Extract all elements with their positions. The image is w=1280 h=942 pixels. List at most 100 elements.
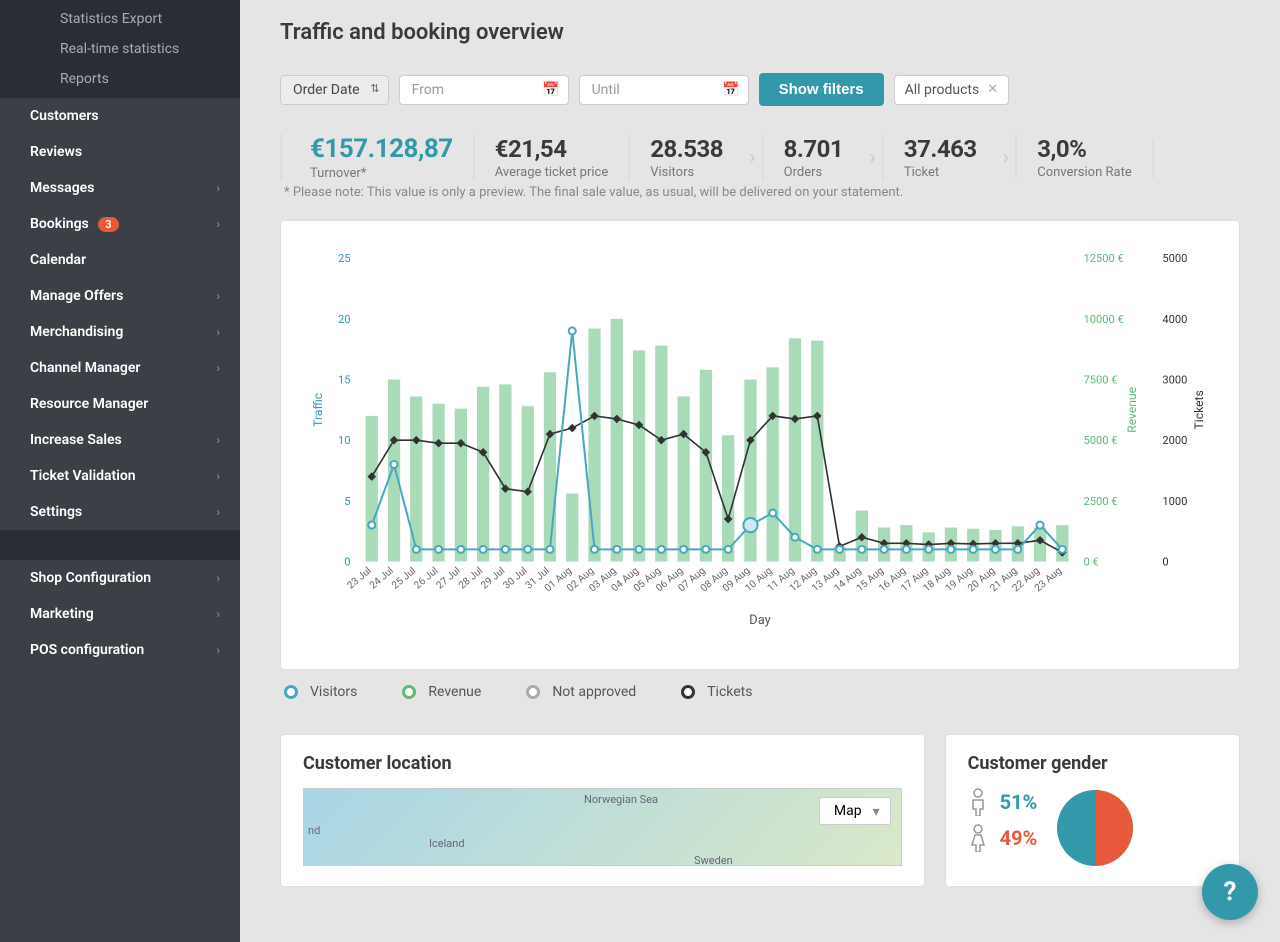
kpi-turnover-label: Turnover* [310, 166, 453, 181]
date-from-placeholder: From [412, 82, 444, 98]
legend-tickets-icon [681, 685, 695, 699]
gender-female-row: 49% [968, 824, 1038, 852]
legend-visitors[interactable]: Visitors [284, 684, 357, 700]
sidebar-item-label: Manage Offers [30, 288, 123, 304]
close-icon[interactable]: ✕ [987, 82, 998, 97]
sidebar-item-label: Settings [30, 504, 82, 520]
sidebar-item-label: Channel Manager [30, 360, 140, 376]
sidebar-item-calendar[interactable]: Calendar [0, 242, 240, 278]
date-until-input[interactable]: Until 📅 [579, 75, 749, 105]
legend-visitors-label: Visitors [310, 684, 357, 700]
chevron-right-icon: › [216, 643, 220, 657]
kpi-orders: 8.701 Orders [762, 135, 864, 180]
chart-x-label: Day [305, 613, 1215, 628]
product-filter-label: All products [905, 82, 980, 98]
gender-female-pct: 49% [1000, 826, 1038, 850]
sidebar-sub-stats-export[interactable]: Statistics Export [0, 4, 240, 34]
kpi-conv-label: Conversion Rate [1037, 165, 1132, 180]
female-icon [968, 824, 988, 852]
map-type-select[interactable]: Map [819, 797, 891, 825]
sidebar-item-pos-configuration[interactable]: POS configuration› [0, 632, 240, 668]
sidebar-item-ticket-validation[interactable]: Ticket Validation› [0, 458, 240, 494]
sidebar-item-label: Merchandising [30, 324, 123, 340]
date-type-select[interactable]: Order Date [280, 75, 389, 105]
sidebar-item-shop-configuration[interactable]: Shop Configuration › [0, 560, 240, 596]
map[interactable]: Norwegian SeaIcelandndSweden Map [303, 788, 902, 866]
svg-text:10000 €: 10000 € [1084, 313, 1124, 326]
svg-text:7500 €: 7500 € [1084, 374, 1118, 387]
page-title: Traffic and booking overview [280, 20, 1240, 45]
chevron-right-icon: › [216, 469, 220, 483]
svg-text:2000: 2000 [1162, 434, 1187, 447]
chart-legend: Visitors Revenue Not approved Tickets [280, 684, 1240, 700]
svg-text:5000 €: 5000 € [1084, 434, 1118, 447]
calendar-icon: 📅 [542, 82, 559, 98]
svg-text:30 Jul: 30 Jul [501, 565, 529, 591]
svg-text:12500 €: 12500 € [1084, 252, 1124, 265]
chevron-right-icon: › [216, 571, 220, 585]
calendar-icon: 📅 [722, 82, 739, 98]
kpi-orders-label: Orders [784, 165, 844, 180]
chevron-right-icon: › [216, 607, 220, 621]
customer-gender-card: Customer gender 51% 49% [945, 734, 1240, 887]
map-label: Sweden [694, 854, 733, 866]
sidebar-item-merchandising[interactable]: Merchandising› [0, 314, 240, 350]
location-title: Customer location [303, 753, 902, 774]
sidebar-item-increase-sales[interactable]: Increase Sales› [0, 422, 240, 458]
svg-text:1000: 1000 [1162, 495, 1187, 508]
customer-location-card: Customer location Norwegian SeaIcelandnd… [280, 734, 925, 887]
kpi-visitors-value: 28.538 [650, 135, 723, 163]
kpi-visitors-label: Visitors [650, 165, 723, 180]
sidebar-item-bookings[interactable]: Bookings 3 › [0, 206, 240, 242]
legend-revenue[interactable]: Revenue [402, 684, 481, 700]
help-button[interactable]: ? [1202, 864, 1258, 920]
sidebar-item-marketing[interactable]: Marketing› [0, 596, 240, 632]
kpi-conv-value: 3,0% [1037, 135, 1132, 163]
kpi-turnover: €157.128,87 Turnover* [280, 134, 473, 181]
chevron-right-icon: › [216, 289, 220, 303]
svg-text:3000: 3000 [1162, 374, 1187, 387]
legend-revenue-label: Revenue [428, 684, 481, 700]
legend-revenue-icon [402, 685, 416, 699]
filter-row: Order Date From 📅 Until 📅 Show filters A… [280, 73, 1240, 106]
sidebar-sub-realtime[interactable]: Real-time statistics [0, 34, 240, 64]
kpi-avg-label: Average ticket price [495, 165, 609, 180]
show-filters-button[interactable]: Show filters [759, 73, 884, 106]
product-filter-tag[interactable]: All products ✕ [894, 75, 1010, 105]
map-label: Iceland [429, 837, 465, 850]
chevron-right-icon: › [997, 145, 1016, 170]
date-until-placeholder: Until [592, 82, 620, 98]
sidebar-item-settings[interactable]: Settings› [0, 494, 240, 530]
sidebar-item-reviews[interactable]: Reviews [0, 134, 240, 170]
kpi-note: * Please note: This value is only a prev… [280, 185, 1240, 200]
svg-text:Traffic: Traffic [311, 393, 325, 427]
sidebar-item-customers[interactable]: Customers [0, 98, 240, 134]
chevron-right-icon: › [216, 217, 220, 231]
svg-text:29 Jul: 29 Jul [479, 565, 507, 591]
gender-male-row: 51% [968, 788, 1038, 816]
gender-pie [1055, 788, 1135, 868]
svg-text:0 €: 0 € [1084, 556, 1099, 569]
svg-text:15: 15 [338, 374, 351, 387]
svg-text:0: 0 [344, 556, 350, 569]
svg-text:4000: 4000 [1162, 313, 1187, 326]
legend-not-approved[interactable]: Not approved [526, 684, 636, 700]
sidebar-item-channel-manager[interactable]: Channel Manager› [0, 350, 240, 386]
sidebar-item-label: Shop Configuration [30, 570, 151, 586]
date-from-input[interactable]: From 📅 [399, 75, 569, 105]
sidebar-item-label: Bookings 3 [30, 216, 119, 232]
chevron-right-icon: › [863, 145, 882, 170]
legend-tickets[interactable]: Tickets [681, 684, 752, 700]
svg-text:27 Jul: 27 Jul [435, 565, 463, 591]
kpi-ticket-value: 37.463 [904, 135, 977, 163]
badge: 3 [98, 217, 118, 232]
sidebar-sub-section: Statistics Export Real-time statistics R… [0, 0, 240, 98]
sidebar-sub-reports[interactable]: Reports [0, 64, 240, 94]
svg-text:Tickets: Tickets [1192, 390, 1206, 429]
sidebar-item-label: Messages [30, 180, 94, 196]
svg-text:0: 0 [1162, 556, 1168, 569]
sidebar-item-resource-manager[interactable]: Resource Manager [0, 386, 240, 422]
sidebar-item-manage-offers[interactable]: Manage Offers › [0, 278, 240, 314]
legend-visitors-icon [284, 685, 298, 699]
sidebar-item-messages[interactable]: Messages› [0, 170, 240, 206]
